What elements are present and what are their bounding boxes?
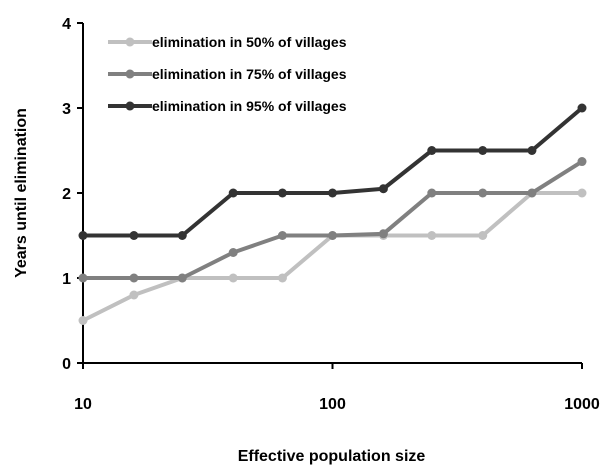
legend-label: elimination in 75% of villages	[152, 66, 347, 82]
x-ticks: 10 100 1000	[74, 363, 600, 413]
x-tick-label: 100	[319, 396, 346, 413]
data-point	[328, 231, 337, 240]
series-2	[78, 157, 587, 283]
data-point	[129, 231, 139, 240]
data-point	[478, 231, 488, 240]
legend-label: elimination in 95% of villages	[152, 98, 347, 114]
legend-item: elimination in 75% of villages	[108, 66, 347, 82]
legend-swatch-marker	[125, 101, 135, 111]
data-point	[427, 188, 437, 198]
y-tick-label: 3	[62, 101, 71, 118]
data-point	[277, 231, 287, 240]
data-point	[527, 146, 537, 155]
y-axis-title: Years until elimination	[13, 108, 30, 278]
data-point	[177, 273, 187, 283]
data-point	[378, 184, 388, 194]
legend: elimination in 50% of villages eliminatio…	[108, 34, 347, 114]
x-tick-label: 10	[74, 396, 92, 413]
data-point	[129, 273, 139, 283]
data-point	[577, 103, 587, 113]
data-point	[228, 248, 238, 257]
data-point	[478, 146, 488, 155]
data-point	[328, 188, 337, 198]
x-axis-title: Effective population size	[238, 448, 426, 465]
data-point	[78, 231, 88, 240]
data-point	[78, 273, 88, 283]
data-point	[577, 157, 587, 167]
legend-swatch-marker	[125, 37, 135, 47]
series-layer	[78, 103, 587, 325]
y-tick-label: 0	[62, 356, 71, 373]
data-point	[78, 316, 88, 325]
legend-swatch-marker	[125, 69, 135, 79]
data-point	[527, 188, 537, 198]
data-point	[478, 188, 488, 198]
legend-label: elimination in 50% of villages	[152, 34, 347, 50]
data-point	[228, 188, 238, 198]
series-1	[78, 188, 587, 325]
data-point	[577, 188, 587, 198]
y-tick-label: 4	[62, 16, 71, 33]
data-point	[277, 188, 287, 198]
data-point	[177, 231, 187, 240]
series-line	[83, 159, 584, 280]
x-tick-label: 1000	[564, 396, 600, 413]
legend-item: elimination in 95% of villages	[108, 98, 347, 114]
data-point	[427, 231, 437, 240]
series-3	[78, 103, 587, 240]
y-ticks: 0 1 2 3 4	[62, 16, 83, 373]
data-point	[378, 229, 388, 239]
y-tick-label: 1	[62, 271, 71, 288]
legend-item: elimination in 50% of villages	[108, 34, 347, 50]
series-line	[82, 191, 582, 323]
data-point	[277, 273, 287, 283]
data-point	[228, 273, 238, 283]
y-tick-label: 2	[62, 186, 71, 203]
data-point	[427, 146, 437, 155]
data-point	[129, 290, 139, 300]
